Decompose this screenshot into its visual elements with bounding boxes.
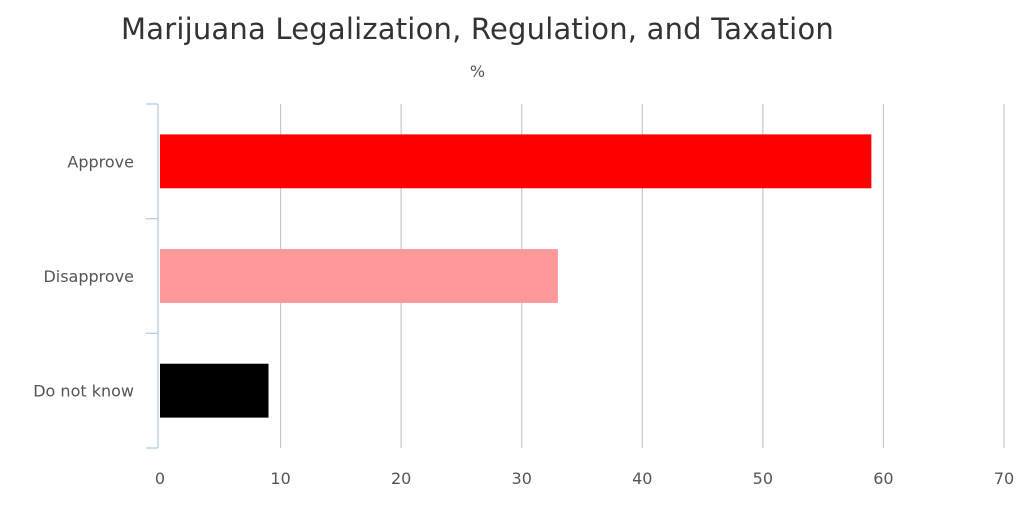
- x-tick-label: 70: [994, 469, 1014, 488]
- category-label: Approve: [67, 152, 134, 171]
- category-label: Disapprove: [43, 267, 134, 286]
- bar-approve: [160, 134, 872, 189]
- x-tick-label: 50: [753, 469, 773, 488]
- x-tick-label: 60: [873, 469, 893, 488]
- x-tick-label: 30: [512, 469, 532, 488]
- x-tick-label: 0: [155, 469, 165, 488]
- bar-disapprove: [160, 249, 558, 303]
- x-tick-label: 20: [391, 469, 411, 488]
- chart-title: Marijuana Legalization, Regulation, and …: [121, 12, 834, 46]
- chart-subtitle: %: [469, 62, 486, 81]
- bar-do-not-know: [160, 363, 269, 418]
- x-tick-label: 40: [632, 469, 652, 488]
- category-label: Do not know: [33, 382, 134, 401]
- x-tick-label: 10: [270, 469, 290, 488]
